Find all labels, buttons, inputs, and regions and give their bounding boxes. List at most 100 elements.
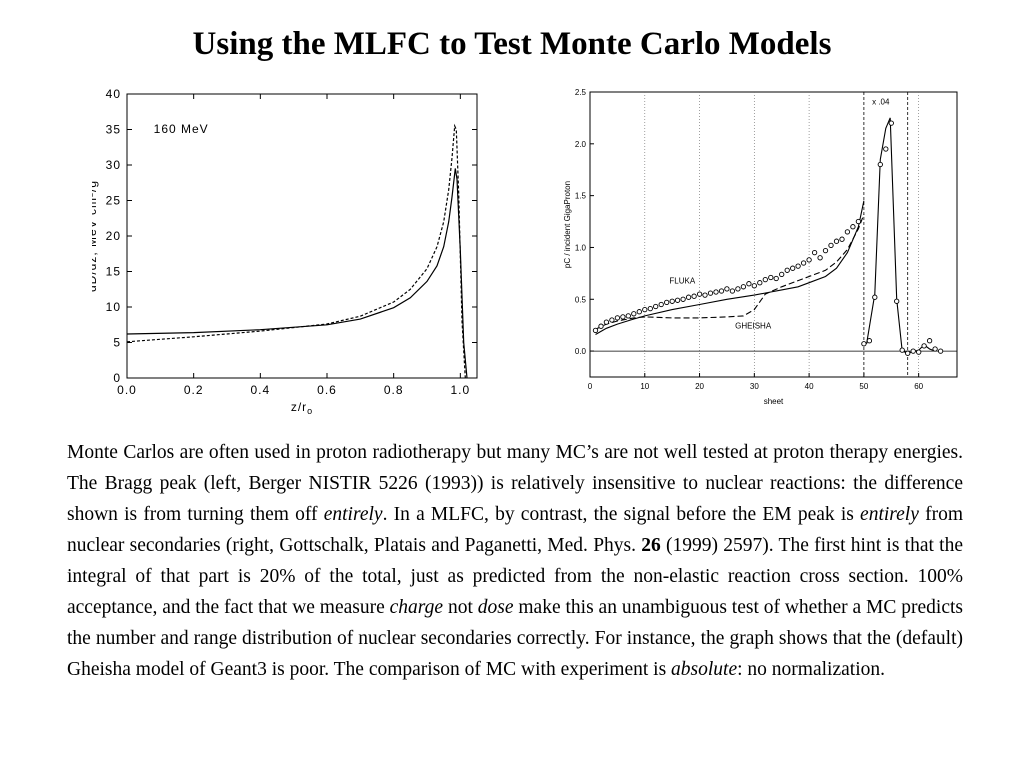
x-tick-label: 0.2 xyxy=(184,383,204,397)
x-tick-label: 0 xyxy=(588,382,593,391)
x-tick-label: 0.0 xyxy=(117,383,137,397)
data-point xyxy=(707,290,714,296)
data-point xyxy=(702,292,708,298)
data-point xyxy=(910,348,916,354)
body-text-part: : no normalization. xyxy=(737,659,885,680)
body-text-emphasis: entirely xyxy=(860,504,919,525)
y-tick-label: 5 xyxy=(113,336,121,350)
y-tick-label: 40 xyxy=(106,87,121,101)
data-point xyxy=(806,257,812,263)
data-point xyxy=(899,347,905,353)
data-point xyxy=(713,289,719,295)
data-point xyxy=(696,291,703,297)
data-point xyxy=(932,346,938,352)
y-tick-label: 0.5 xyxy=(575,295,587,304)
plot-frame xyxy=(126,93,478,379)
energy-annotation: 160 MeV xyxy=(154,122,209,136)
data-point xyxy=(592,327,599,334)
x-tick-label: 60 xyxy=(914,382,923,391)
data-point xyxy=(740,284,747,290)
data-point xyxy=(724,286,730,292)
x-tick-label: 0.4 xyxy=(250,383,270,397)
x-tick-label: 1.0 xyxy=(450,383,470,397)
data-point xyxy=(937,348,944,354)
data-point xyxy=(664,299,670,306)
data-point xyxy=(691,293,697,299)
x-tick-label: 0.6 xyxy=(317,383,337,397)
data-point xyxy=(866,338,873,344)
data-point xyxy=(855,218,862,225)
body-text-bold: 26 xyxy=(641,535,661,556)
solid-curve xyxy=(126,168,468,379)
slide-title: Using the MLFC to Test Monte Carlo Model… xyxy=(192,26,832,62)
y-tick-label: 1.5 xyxy=(575,192,587,201)
x-tick-label: 10 xyxy=(640,382,649,391)
data-point xyxy=(746,281,752,287)
data-point xyxy=(790,265,796,271)
data-point xyxy=(620,314,626,320)
body-text-emphasis: dose xyxy=(477,597,514,618)
data-point xyxy=(768,274,774,281)
y-tick-label: 35 xyxy=(106,123,121,137)
data-point xyxy=(872,294,878,300)
body-text: Monte Carlos are often used in proton ra… xyxy=(67,437,963,685)
data-point xyxy=(680,296,686,302)
scale-annotation: x .04 xyxy=(872,97,890,106)
body-text-emphasis: entirely xyxy=(323,504,383,525)
legend-label-gheisha: GHEISHA xyxy=(735,321,772,330)
data-point xyxy=(642,306,648,313)
x-tick-label: 0.8 xyxy=(384,383,404,397)
data-point xyxy=(844,229,851,235)
y-tick-label: 2.0 xyxy=(575,140,587,149)
x-tick-label: 50 xyxy=(859,382,868,391)
dashed-curve xyxy=(126,123,466,379)
data-point xyxy=(850,224,856,230)
data-point xyxy=(877,161,883,168)
data-point xyxy=(784,267,790,273)
y-tick-label: 0.0 xyxy=(575,347,587,356)
data-point xyxy=(779,271,785,278)
data-point xyxy=(631,311,637,317)
bragg-peak-chart: 0 5 10 15 20 25 30 35 40 0.0 0.2 0.4 0.6 0.8 1.0 160 Me… xyxy=(92,87,478,414)
x-tick-label: 30 xyxy=(750,382,759,391)
data-point xyxy=(916,349,922,355)
data-point xyxy=(888,120,894,126)
y-tick-label: 15 xyxy=(106,265,121,279)
data-point xyxy=(828,242,834,249)
y-tick-label: 2.5 xyxy=(575,88,587,97)
data-point xyxy=(921,343,927,349)
body-text-emphasis: charge xyxy=(389,597,444,618)
data-point xyxy=(735,286,741,292)
data-point xyxy=(751,283,757,289)
data-point xyxy=(614,315,621,321)
data-point xyxy=(811,249,818,256)
y-tick-label: 0 xyxy=(113,371,121,385)
body-text-part: (1999) 2597). The first hint is that the… xyxy=(67,535,963,618)
data-point xyxy=(653,303,659,310)
body-text-part: not xyxy=(443,597,478,618)
y-tick-label: 30 xyxy=(106,158,121,172)
data-point xyxy=(757,280,763,286)
x-axis-label-subscript: o xyxy=(307,406,313,414)
data-point xyxy=(894,298,900,304)
series-line-fluka xyxy=(595,200,865,335)
body-text-part: make this an unambiguous test of whether… xyxy=(67,597,964,680)
data-point xyxy=(822,247,829,254)
data-point xyxy=(625,313,631,319)
data-point xyxy=(598,323,604,329)
data-point xyxy=(861,341,867,347)
y-tick-label: 20 xyxy=(106,229,121,243)
body-text-part: from nuclear secondaries (right, Gottsch… xyxy=(67,504,963,556)
body-text-emphasis: absolute xyxy=(671,659,738,680)
data-point xyxy=(905,350,911,356)
y-axis-label: pC / incident GigaProton xyxy=(563,181,572,268)
data-point xyxy=(729,288,736,294)
data-point xyxy=(609,317,615,323)
x-axis-label: z/ro xyxy=(291,400,313,414)
data-point xyxy=(839,236,845,242)
data-point xyxy=(685,294,692,300)
data-point xyxy=(800,260,807,266)
data-point xyxy=(762,276,768,283)
data-point xyxy=(817,255,823,261)
data-point xyxy=(773,275,779,282)
